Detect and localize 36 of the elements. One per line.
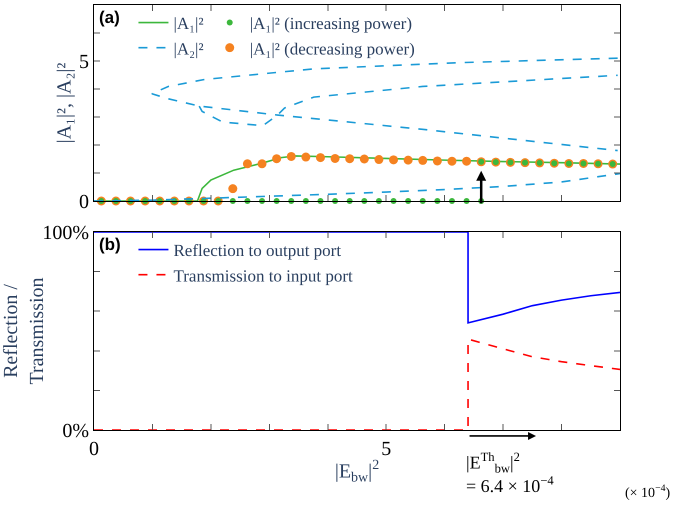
point [389, 155, 398, 164]
legend-label: |A₁|² (decreasing power) [250, 39, 415, 58]
annotation: (b) [99, 235, 121, 254]
point [432, 156, 442, 166]
point [462, 156, 472, 166]
legend-label: Transmission to input port [173, 266, 354, 286]
text: (× 10$^{−4}$) [625, 483, 670, 501]
legend-label: |A₁|² (increasing power) [250, 14, 412, 34]
point [404, 156, 413, 165]
y-axis-title: |A₁|², |A₂|² [54, 62, 76, 144]
point [258, 159, 267, 168]
line-series [94, 232, 620, 324]
y-tick-label: 100% [42, 222, 89, 244]
y-tick-label: 0 [79, 191, 89, 213]
point [330, 154, 340, 163]
point [228, 184, 238, 194]
point [360, 154, 369, 164]
legend-label: Reflection to output port [173, 241, 342, 260]
point [316, 153, 325, 162]
y-tick-label: 0% [62, 420, 89, 442]
point [286, 152, 296, 161]
y-axis-title: Reflection / Transmission [0, 277, 48, 385]
legend-label: |A₂|² [173, 39, 204, 58]
point [345, 154, 354, 164]
x-axis-title: |E$_{bw}$|$^{2}$ [334, 458, 380, 486]
point [242, 159, 252, 168]
text: |E$^{Th}$$_{bw}$|$^{2}$ = 6.4 × 10$^{−4}$ [466, 450, 554, 496]
point [418, 156, 428, 165]
point [301, 152, 310, 162]
line-series [94, 338, 620, 430]
legend-label: |A₁|² [173, 14, 204, 34]
point [374, 155, 384, 164]
y-tick-label: 5 [79, 51, 89, 73]
annotation: (a) [99, 8, 120, 27]
point [447, 156, 456, 166]
point [272, 154, 282, 164]
